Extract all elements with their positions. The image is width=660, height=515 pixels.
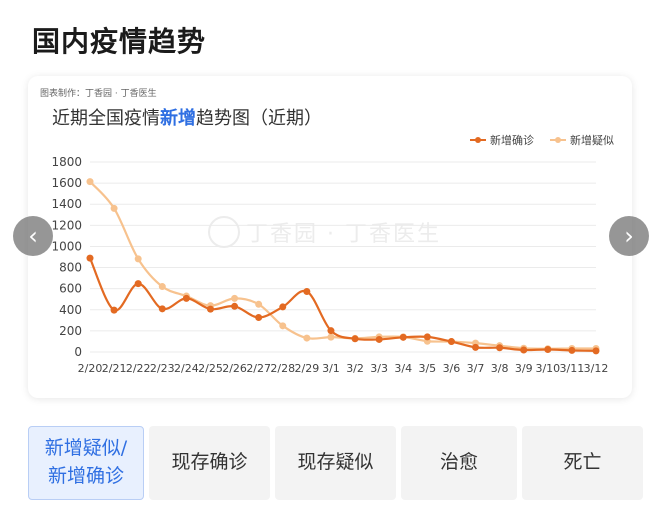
chart-title-suffix: 趋势图（近期）: [196, 108, 322, 129]
data-point-confirmed: [568, 346, 576, 354]
x-tick-label: 3/9: [515, 362, 533, 375]
x-tick-label: 3/8: [491, 362, 509, 375]
x-tick-label: 2/24: [174, 362, 199, 375]
x-tick-label: 3/6: [443, 362, 461, 375]
data-point-confirmed: [134, 280, 142, 288]
chevron-right-icon[interactable]: ›: [609, 216, 649, 256]
series-line-confirmed: [88, 257, 597, 352]
x-tick-label: 2/27: [246, 362, 271, 375]
chevron-left-icon[interactable]: ‹: [13, 216, 53, 256]
legend-swatch-confirmed: [470, 137, 486, 143]
data-point-confirmed: [447, 338, 455, 346]
legend-item-confirmed[interactable]: 新增确诊: [470, 132, 534, 148]
data-point-suspected: [134, 255, 142, 263]
x-tick-label: 2/29: [295, 362, 320, 375]
tab-existing-confirmed[interactable]: 现存确诊: [149, 426, 270, 500]
chart-card: 图表制作：丁香园 · 丁香医生 近期全国疫情新增趋势图（近期） 丁香园 · 丁香…: [28, 76, 632, 398]
tab-existing-suspected[interactable]: 现存疑似: [275, 426, 396, 500]
x-tick-label: 3/12: [584, 362, 609, 375]
legend-item-suspected[interactable]: 新增疑似: [550, 132, 614, 148]
watermark-text: 丁香园 · 丁香医生: [246, 222, 441, 247]
tab-deaths[interactable]: 死亡: [522, 426, 643, 500]
data-point-suspected: [86, 178, 94, 186]
data-point-confirmed: [206, 305, 214, 313]
y-tick-label: 200: [59, 324, 82, 338]
data-point-confirmed: [279, 303, 287, 311]
y-tick-label: 1800: [51, 155, 82, 169]
data-point-suspected: [158, 283, 166, 291]
chart-title-accent: 新增: [160, 108, 196, 129]
data-point-suspected: [303, 334, 311, 342]
data-point-confirmed: [182, 294, 190, 302]
data-point-suspected: [327, 333, 335, 341]
x-tick-label: 3/10: [535, 362, 560, 375]
legend-label-suspected: 新增疑似: [570, 134, 614, 147]
data-point-confirmed: [592, 347, 600, 355]
x-tick-label: 2/20: [78, 362, 103, 375]
x-tick-label: 2/28: [270, 362, 295, 375]
metric-tabs: 新增疑似/新增确诊 现存确诊 现存疑似 治愈 死亡: [28, 426, 643, 500]
data-point-suspected: [279, 322, 287, 330]
chart-credit: 图表制作：丁香园 · 丁香医生: [40, 89, 157, 99]
x-tick-label: 3/2: [346, 362, 364, 375]
data-point-confirmed: [158, 305, 166, 313]
data-point-confirmed: [520, 346, 528, 354]
x-tick-label: 2/22: [126, 362, 151, 375]
x-tick-label: 2/23: [150, 362, 175, 375]
y-tick-label: 1000: [51, 239, 82, 253]
chart-title: 近期全国疫情新增趋势图（近期）: [52, 104, 322, 130]
y-tick-label: 1600: [51, 176, 82, 190]
data-point-confirmed: [255, 313, 263, 321]
data-point-confirmed: [399, 333, 407, 341]
chart-title-prefix: 近期全国疫情: [52, 108, 160, 129]
tab-new-suspected-confirmed[interactable]: 新增疑似/新增确诊: [28, 426, 144, 500]
data-point-confirmed: [327, 327, 335, 335]
data-point-confirmed: [86, 254, 94, 262]
x-tick-label: 3/5: [418, 362, 436, 375]
data-point-confirmed: [472, 343, 480, 351]
y-tick-label: 400: [59, 303, 82, 317]
y-tick-label: 1400: [51, 197, 82, 211]
watermark-logo: [208, 216, 240, 248]
series-line-suspected: [89, 180, 597, 350]
x-tick-label: 3/11: [560, 362, 585, 375]
watermark: 丁香园 · 丁香医生: [208, 216, 441, 248]
data-point-confirmed: [544, 345, 552, 353]
x-tick-label: 3/3: [370, 362, 388, 375]
x-tick-label: 2/26: [222, 362, 247, 375]
data-point-confirmed: [423, 333, 431, 341]
x-tick-label: 3/1: [322, 362, 340, 375]
data-point-suspected: [231, 294, 239, 302]
x-tick-label: 2/25: [198, 362, 223, 375]
y-tick-label: 800: [59, 261, 82, 275]
data-point-confirmed: [375, 335, 383, 343]
data-point-suspected: [110, 204, 118, 212]
legend-swatch-suspected: [550, 137, 566, 143]
data-point-confirmed: [351, 335, 359, 343]
data-point-confirmed: [231, 302, 239, 310]
data-point-confirmed: [496, 344, 504, 352]
legend-label-confirmed: 新增确诊: [490, 134, 534, 147]
x-tick-label: 3/7: [467, 362, 485, 375]
y-tick-label: 0: [74, 345, 82, 359]
y-tick-label: 600: [59, 282, 82, 296]
y-tick-label: 1200: [51, 218, 82, 232]
data-point-confirmed: [110, 306, 118, 314]
tab-cured[interactable]: 治愈: [401, 426, 517, 500]
x-tick-label: 2/21: [102, 362, 127, 375]
page-title: 国内疫情趋势: [32, 25, 207, 58]
chart-legend: 新增确诊 新增疑似: [470, 132, 614, 148]
data-point-suspected: [255, 300, 263, 308]
data-point-confirmed: [303, 288, 311, 296]
x-tick-label: 3/4: [394, 362, 412, 375]
